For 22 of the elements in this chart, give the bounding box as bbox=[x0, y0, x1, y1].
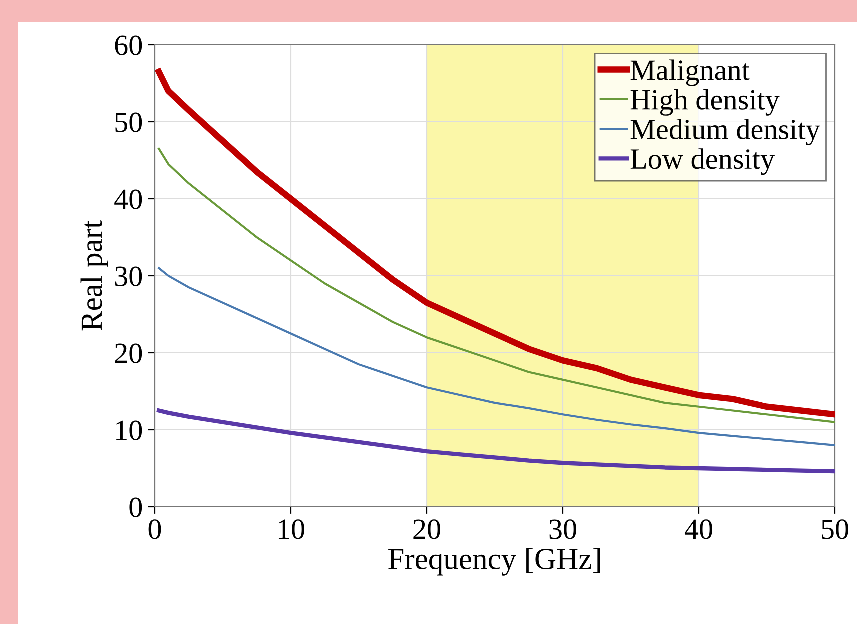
y-tick-label: 10 bbox=[116, 420, 142, 440]
y-tick-label: 40 bbox=[114, 190, 142, 210]
legend-label: Malignant bbox=[630, 60, 750, 86]
x-tick-label: 20 bbox=[414, 520, 440, 540]
line-series bbox=[156, 408, 835, 474]
y-tick-label: 50 bbox=[116, 112, 142, 132]
y-tick-label: 60 bbox=[115, 36, 142, 56]
y-tick-label: 20 bbox=[115, 344, 142, 364]
x-tick-label: 10 bbox=[278, 520, 304, 540]
legend-label: Medium density bbox=[630, 119, 820, 146]
x-tick-label: 30 bbox=[550, 520, 576, 540]
x-tick-label: 50 bbox=[822, 520, 848, 540]
x-axis-title: Frequency [GHz] bbox=[388, 548, 600, 576]
y-tick-label: 0 bbox=[130, 498, 142, 518]
x-tick-label: 40 bbox=[684, 520, 712, 540]
x-tick-label: 0 bbox=[148, 520, 162, 540]
line-series bbox=[158, 148, 835, 424]
legend-label: Low density bbox=[630, 148, 775, 176]
y-axis-title: Real part bbox=[80, 220, 108, 331]
line-series bbox=[158, 267, 835, 446]
legend-label: High density bbox=[630, 89, 780, 116]
y-tick-label: 30 bbox=[115, 266, 142, 286]
